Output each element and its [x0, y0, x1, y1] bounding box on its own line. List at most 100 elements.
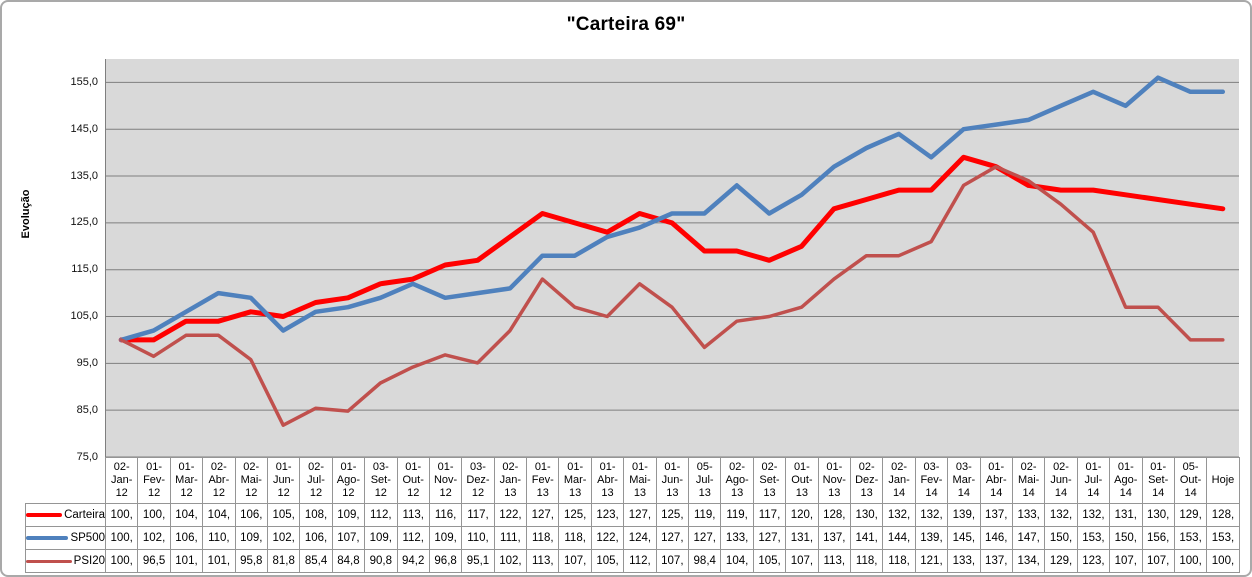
table-column-header: 03- Set- 12: [364, 457, 398, 504]
table-column-header: 01- Jun- 13: [655, 457, 690, 504]
table-column-header: 02- Jan- 13: [493, 457, 528, 504]
table-column-header: Hoje: [1206, 457, 1240, 504]
table-cell: 100,: [1206, 549, 1240, 573]
series-line-psi20[interactable]: [119, 164, 1225, 427]
table-column-header: 01- Fev- 12: [137, 457, 171, 504]
table-column-header: 01- Jul- 14: [1076, 457, 1111, 504]
table-column-header: 01- Mar- 12: [169, 457, 204, 504]
table-header-row: 02- Jan- 12 01- Fev- 12 01- Mar- 12 02- Abr- 12 02- M…: [26, 457, 1240, 504]
table-cell: 118,: [882, 549, 916, 573]
table-cell: 153,: [1206, 526, 1240, 550]
table-cell: 96,8: [428, 549, 463, 573]
series-line-carteira[interactable]: [118, 154, 1226, 343]
plot-svg: [105, 59, 1239, 458]
table-cell: 111,: [493, 526, 528, 550]
y-tick-label: 85,0: [76, 403, 98, 416]
table-cell: 117,: [752, 503, 787, 527]
table-cell: 105,: [590, 549, 625, 573]
table-column-header: 02- Set- 13: [752, 457, 787, 504]
table-cell: 156,: [1141, 526, 1175, 550]
table-cell: 106,: [299, 526, 333, 550]
table-cell: 132,: [1044, 503, 1078, 527]
table-column-header: 02- Dez- 13: [849, 457, 884, 504]
data-table: 02- Jan- 12 01- Fev- 12 01- Mar- 12 02- Abr- 12 02- M…: [25, 457, 1240, 573]
table-cell: 137,: [817, 526, 851, 550]
legend-key-sp500[interactable]: SP500: [25, 526, 106, 550]
table-cell: 117,: [461, 503, 495, 527]
table-cell: 95,1: [461, 549, 495, 573]
table-cell: 107,: [1141, 549, 1175, 573]
legend-key-psi20[interactable]: PSI20: [25, 549, 106, 573]
table-cell: 100,: [104, 503, 139, 527]
table-cell: 100,: [104, 526, 139, 550]
table-column-header: 05- Jul- 13: [688, 457, 722, 504]
table-cell: 102,: [137, 526, 171, 550]
table-cell: 98,4: [688, 549, 722, 573]
table-cell: 84,8: [331, 549, 366, 573]
table-column-header: 02- Jun- 14: [1044, 457, 1078, 504]
chart-title: "Carteira 69": [566, 14, 686, 35]
table-cell: 150,: [1109, 526, 1143, 550]
table-cell: 133,: [720, 526, 754, 550]
table-cell: 119,: [720, 503, 754, 527]
plot-area[interactable]: [105, 59, 1239, 458]
table-cell: 147,: [1011, 526, 1046, 550]
table-cell: 130,: [849, 503, 884, 527]
table-cell: 105,: [266, 503, 301, 527]
table-column-header: 03- Dez- 12: [461, 457, 495, 504]
table-cell: 130,: [1141, 503, 1175, 527]
table-cell: 123,: [1076, 549, 1111, 573]
table-column-header: 01- Abr- 14: [979, 457, 1013, 504]
table-column-header: 01- Nov- 12: [428, 457, 463, 504]
table-cell: 124,: [623, 526, 657, 550]
table-column-header: 02- Jan- 12: [104, 457, 139, 504]
table-cell: 132,: [882, 503, 916, 527]
table-cell: 112,: [623, 549, 657, 573]
table-column-header: 02- Abr- 12: [202, 457, 236, 504]
table-cell: 129,: [1173, 503, 1208, 527]
table-column-header: 02- Jul- 12: [299, 457, 333, 504]
table-column-header: 02- Jan- 14: [882, 457, 916, 504]
table-cell: 127,: [752, 526, 787, 550]
table-cell: 113,: [526, 549, 560, 573]
table-cell: 109,: [364, 526, 398, 550]
table-column-header: 01- Jun- 12: [266, 457, 301, 504]
table-cell: 131,: [1109, 503, 1143, 527]
table-cell: 101,: [202, 549, 236, 573]
table-cell: 125,: [655, 503, 690, 527]
table-cell: 112,: [396, 526, 430, 550]
table-cell: 112,: [364, 503, 398, 527]
table-cell: 109,: [331, 503, 366, 527]
y-tick-label: 105,0: [70, 310, 98, 323]
table-column-header: 03- Mar- 14: [947, 457, 981, 504]
table-cell: 153,: [1076, 526, 1111, 550]
table-cell: 150,: [1044, 526, 1078, 550]
table-cell: 144,: [882, 526, 916, 550]
table-cell: 128,: [1206, 503, 1240, 527]
table-cell: 107,: [785, 549, 819, 573]
table-cell: 137,: [979, 549, 1013, 573]
y-tick-label: 75,0: [76, 450, 98, 463]
table-column-header: 01- Abr- 13: [590, 457, 625, 504]
table-cell: 118,: [849, 549, 884, 573]
table-cell: 101,: [169, 549, 204, 573]
table-column-header: 02- Mai- 12: [234, 457, 268, 504]
table-cell: 119,: [688, 503, 722, 527]
legend-key-carteira[interactable]: Carteira: [25, 503, 106, 527]
table-cell: 90,8: [364, 549, 398, 573]
table-cell: 102,: [493, 549, 528, 573]
table-cell: 137,: [979, 503, 1013, 527]
y-tick-label: 135,0: [70, 169, 98, 182]
table-cell: 133,: [947, 549, 981, 573]
table-cell: 96,5: [137, 549, 171, 573]
table-cell: 100,: [137, 503, 171, 527]
table-column-header: 03- Fev- 14: [914, 457, 949, 504]
table-cell: 139,: [914, 526, 949, 550]
table-cell: 122,: [590, 526, 625, 550]
table-cell: 107,: [1109, 549, 1143, 573]
legend-line-icon: [26, 536, 69, 540]
table-column-header: 01- Ago- 14: [1109, 457, 1143, 504]
table-cell: 127,: [623, 503, 657, 527]
series-line-sp500[interactable]: [118, 75, 1226, 343]
